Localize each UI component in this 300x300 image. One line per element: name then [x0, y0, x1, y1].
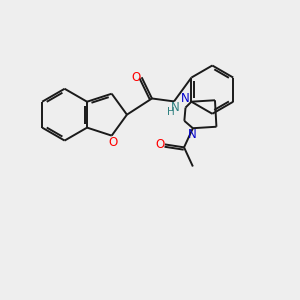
Text: O: O [155, 138, 164, 151]
Text: H: H [167, 107, 174, 117]
Text: O: O [131, 71, 140, 84]
Text: O: O [108, 136, 118, 149]
Text: N: N [170, 101, 179, 114]
Text: N: N [181, 92, 189, 105]
Text: N: N [188, 128, 197, 141]
